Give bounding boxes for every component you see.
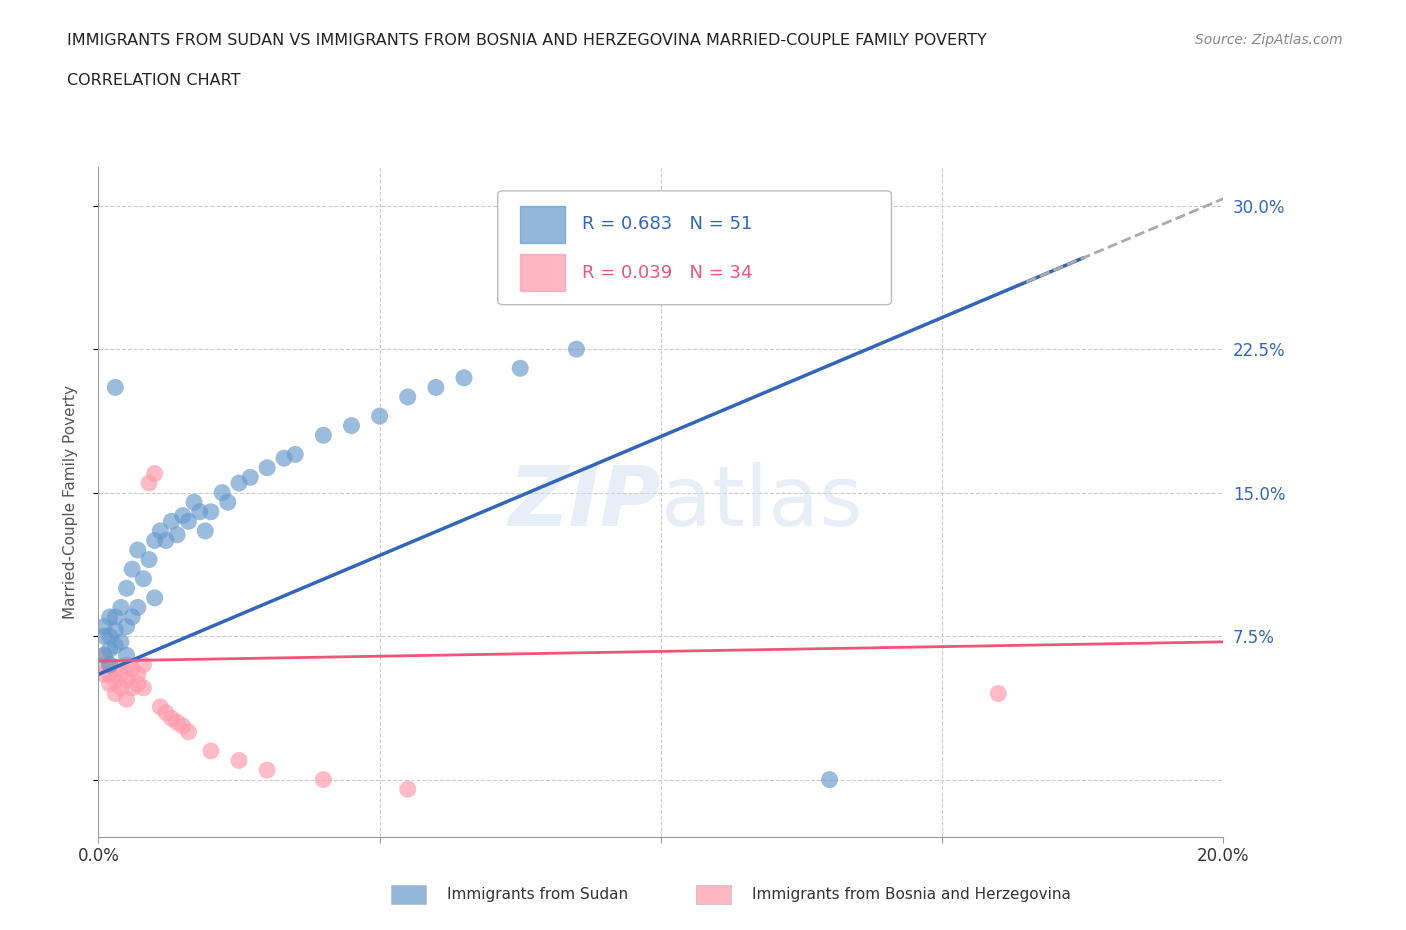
Point	[200, 743, 222, 758]
Point	[104, 661, 127, 676]
Point	[217, 495, 239, 510]
Point	[121, 562, 143, 577]
Point	[143, 466, 166, 481]
Point	[127, 667, 149, 682]
Point	[93, 648, 115, 663]
Point	[425, 380, 447, 395]
Point	[312, 428, 335, 443]
Point	[177, 724, 200, 739]
Point	[256, 763, 278, 777]
Point	[138, 475, 160, 490]
Point	[110, 600, 132, 615]
Text: R = 0.039   N = 34: R = 0.039 N = 34	[582, 263, 752, 282]
Point	[396, 390, 419, 405]
Point	[98, 676, 121, 691]
Point	[98, 609, 121, 624]
Text: atlas: atlas	[661, 461, 862, 543]
Point	[93, 658, 115, 672]
Point	[104, 686, 127, 701]
Point	[127, 542, 149, 557]
Text: CORRELATION CHART: CORRELATION CHART	[67, 73, 240, 87]
Point	[115, 648, 138, 663]
Point	[194, 524, 217, 538]
Bar	[520, 206, 565, 243]
Point	[115, 672, 138, 687]
Point	[98, 667, 121, 682]
Point	[273, 451, 295, 466]
Point	[987, 686, 1010, 701]
Point	[127, 600, 149, 615]
Point	[104, 623, 127, 638]
Point	[98, 658, 121, 672]
Point	[93, 619, 115, 634]
Point	[340, 418, 363, 433]
Point	[818, 772, 841, 787]
Point	[284, 447, 307, 462]
Point	[132, 681, 155, 696]
Text: IMMIGRANTS FROM SUDAN VS IMMIGRANTS FROM BOSNIA AND HERZEGOVINA MARRIED-COUPLE F: IMMIGRANTS FROM SUDAN VS IMMIGRANTS FROM…	[67, 33, 987, 47]
Point	[396, 782, 419, 797]
Point	[127, 676, 149, 691]
Point	[110, 681, 132, 696]
FancyBboxPatch shape	[498, 191, 891, 305]
Point	[565, 341, 588, 356]
Point	[110, 667, 132, 682]
Point	[166, 527, 188, 542]
Point	[172, 719, 194, 734]
Point	[312, 772, 335, 787]
Point	[132, 571, 155, 586]
Point	[104, 609, 127, 624]
Point	[132, 658, 155, 672]
Point	[239, 470, 262, 485]
Y-axis label: Married-Couple Family Poverty: Married-Couple Family Poverty	[63, 385, 77, 619]
Point	[188, 504, 211, 519]
Point	[183, 495, 205, 510]
Point	[121, 661, 143, 676]
Text: Immigrants from Bosnia and Herzegovina: Immigrants from Bosnia and Herzegovina	[752, 887, 1071, 902]
Point	[93, 667, 115, 682]
Point	[115, 581, 138, 596]
Point	[160, 514, 183, 529]
Point	[115, 692, 138, 707]
Point	[155, 705, 177, 720]
Point	[110, 634, 132, 649]
Point	[200, 504, 222, 519]
Point	[211, 485, 233, 500]
Point	[621, 265, 644, 280]
Point	[93, 648, 115, 663]
Text: Immigrants from Sudan: Immigrants from Sudan	[447, 887, 628, 902]
Point	[172, 508, 194, 523]
Point	[177, 514, 200, 529]
Point	[143, 533, 166, 548]
Point	[228, 753, 250, 768]
Point	[368, 408, 391, 423]
Point	[104, 672, 127, 687]
Point	[98, 658, 121, 672]
Point	[138, 552, 160, 567]
Point	[453, 370, 475, 385]
Text: R = 0.683   N = 51: R = 0.683 N = 51	[582, 216, 752, 233]
Point	[104, 638, 127, 653]
Point	[256, 460, 278, 475]
Point	[155, 533, 177, 548]
Point	[149, 524, 172, 538]
Point	[93, 629, 115, 644]
Point	[160, 711, 183, 725]
Point	[143, 591, 166, 605]
Point	[98, 629, 121, 644]
Point	[104, 380, 127, 395]
Point	[121, 609, 143, 624]
Text: ZIP: ZIP	[508, 461, 661, 543]
Point	[228, 475, 250, 490]
Point	[98, 642, 121, 657]
Point	[509, 361, 531, 376]
Text: Source: ZipAtlas.com: Source: ZipAtlas.com	[1195, 33, 1343, 46]
Point	[115, 658, 138, 672]
Point	[166, 715, 188, 730]
Bar	[520, 255, 565, 291]
Point	[121, 681, 143, 696]
Point	[115, 619, 138, 634]
Point	[149, 699, 172, 714]
